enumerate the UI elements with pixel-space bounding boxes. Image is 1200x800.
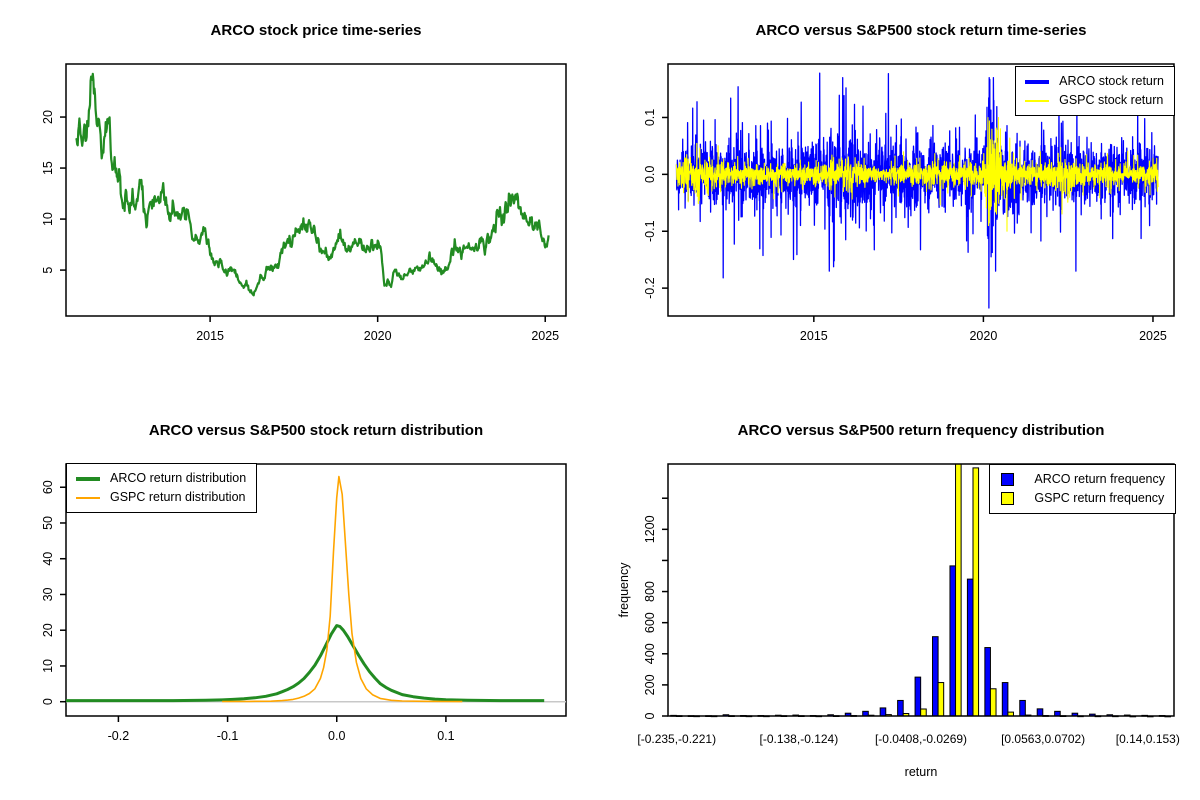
y-axis-tick-label: 0: [643, 712, 657, 719]
x-axis-tick-label: 0.0: [328, 729, 345, 743]
return-line-chart: 2015 2020 2025 0.1 0.0 -0.1 -0.2: [643, 63, 1175, 343]
panel-price-timeseries: ARCO stock price time-series 2015 2020 202…: [0, 0, 600, 400]
y-axis-tick-label: 50: [41, 516, 55, 530]
x-axis-tick-label: 2020: [364, 329, 392, 343]
y-axis-tick-label: 600: [643, 612, 657, 633]
yellow-square-swatch: [1001, 492, 1015, 505]
x-axis-tick-label: -0.1: [217, 729, 239, 743]
x-axis-tick-label: 2020: [969, 329, 997, 343]
legend-item: ARCO return distribution: [76, 469, 246, 488]
legend-label: GSPC stock return: [1059, 93, 1164, 107]
y-axis-tick-label: 20: [41, 623, 55, 637]
y-axis-tick-label: -0.1: [643, 220, 657, 242]
legend-item: GSPC return distribution: [76, 488, 246, 507]
y-axis-tick-label: 0.0: [643, 166, 657, 183]
legend-item: GSPC return frequency: [999, 489, 1165, 508]
y-axis-tick-label: 400: [643, 643, 657, 664]
y-axis-tick-label: 40: [41, 552, 55, 566]
bin-range-label: [0.0563,0.0702): [1001, 732, 1085, 746]
x-axis-tick-label: -0.2: [108, 729, 130, 743]
y-axis-tick-label: 10: [41, 659, 55, 673]
chart-title: ARCO versus S&P500 return frequency dist…: [737, 422, 1105, 439]
legend-item: GSPC stock return: [1025, 91, 1164, 110]
bin-range-label: [-0.235,-0.221): [637, 732, 716, 746]
legend-label: ARCO return distribution: [110, 471, 247, 485]
chart-title: ARCO versus S&P500 stock return time-ser…: [755, 22, 1087, 39]
chart-title: ARCO versus S&P500 stock return distribu…: [148, 422, 484, 439]
x-axis-tick-label: 2025: [1139, 329, 1167, 343]
blue-square-swatch: [1001, 473, 1015, 486]
legend-label: GSPC return frequency: [1034, 491, 1165, 505]
blue-line-swatch: [1025, 79, 1050, 84]
frequency-bar-chart: 0 200 400 600 800 1200 [-0.235,-0.221) [-0.138,…: [617, 463, 1180, 779]
legend-label: GSPC return distribution: [110, 490, 246, 504]
legend: ARCO return distribution GSPC return dis…: [66, 463, 258, 513]
x-axis-tick-label: 0.1: [437, 729, 454, 743]
x-axis-tick-label: 2015: [196, 329, 224, 343]
legend: ARCO return frequency GSPC return freque…: [989, 464, 1176, 514]
green-line-swatch: [76, 476, 100, 481]
x-axis-tick-label: 2025: [531, 329, 559, 343]
x-axis-label: return: [905, 765, 938, 779]
y-axis-tick-label: 5: [41, 267, 55, 274]
y-axis-tick-label: 0: [41, 698, 55, 705]
price-line-chart: 2015 2020 2025 5 10 15 20: [41, 63, 567, 343]
bin-range-label: [-0.0408,-0.0269): [875, 732, 967, 746]
y-axis-tick-label: 200: [643, 674, 657, 695]
y-axis-tick-label: 15: [41, 161, 55, 175]
yellow-line-swatch: [1025, 99, 1050, 102]
panel-return-timeseries: ARCO versus S&P500 stock return time-ser…: [600, 0, 1200, 400]
panel-return-distribution: ARCO versus S&P500 stock return distribu…: [0, 400, 600, 800]
chart-title: ARCO stock price time-series: [210, 22, 422, 39]
x-axis-tick-label: 2015: [800, 329, 828, 343]
orange-line-swatch: [76, 496, 100, 499]
bin-range-label: [-0.138,-0.124): [760, 732, 839, 746]
y-axis-tick-label: 60: [41, 480, 55, 494]
bin-range-label: [0.14,0.153): [1116, 732, 1180, 746]
y-axis-tick-label: 10: [41, 212, 55, 226]
density-chart: -0.2 -0.1 0.0 0.1 0 10 20 30 40 50 60: [41, 463, 567, 743]
y-axis-label: frequency: [617, 562, 631, 618]
y-axis-tick-label: 30: [41, 587, 55, 601]
y-axis-tick-label: 800: [643, 581, 657, 602]
y-axis-tick-label: 1200: [643, 515, 657, 543]
legend-label: ARCO return frequency: [1034, 472, 1165, 486]
y-axis-tick-label: 20: [41, 110, 55, 124]
legend-item: ARCO return frequency: [999, 470, 1165, 489]
y-axis-tick-label: 0.1: [643, 109, 657, 126]
legend: ARCO stock return GSPC stock return: [1015, 66, 1175, 116]
panel-return-frequency: ARCO versus S&P500 return frequency dist…: [600, 400, 1200, 800]
legend-item: ARCO stock return: [1025, 72, 1164, 91]
y-axis-tick-label: -0.2: [643, 277, 657, 299]
legend-label: ARCO stock return: [1059, 74, 1164, 88]
